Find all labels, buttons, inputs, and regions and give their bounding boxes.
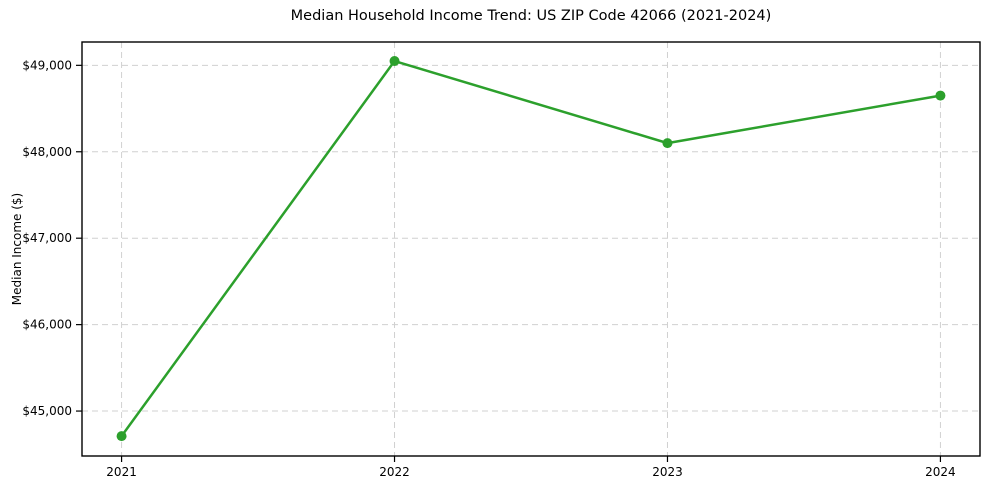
y-tick-label: $48,000 (22, 145, 72, 159)
data-point-2023 (662, 138, 673, 149)
data-point-2022 (389, 56, 400, 67)
axes-spines (81, 41, 981, 457)
y-tick-label: $47,000 (22, 231, 72, 245)
y-tick-label: $46,000 (22, 318, 72, 332)
x-tick-label: 2023 (652, 465, 683, 479)
y-tick-label: $45,000 (22, 404, 72, 418)
series-line (120, 59, 942, 438)
data-point-2021 (116, 431, 127, 442)
y-tick-label: $49,000 (22, 58, 72, 72)
x-tick-label: 2022 (379, 465, 410, 479)
x-tick-label: 2021 (106, 465, 137, 479)
x-tick-label: 2024 (925, 465, 956, 479)
chart-title: Median Household Income Trend: US ZIP Co… (290, 8, 772, 24)
data-point-2024 (935, 90, 946, 101)
